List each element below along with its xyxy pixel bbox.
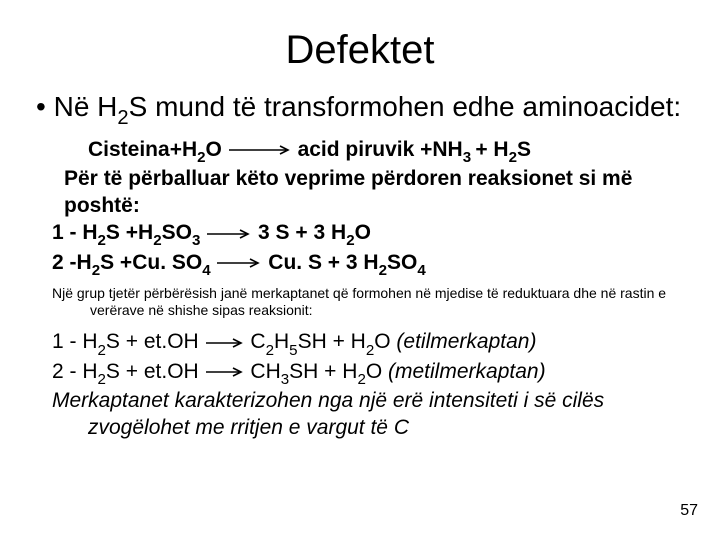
eq5-a2: S + et.OH <box>106 360 199 383</box>
page-number: 57 <box>680 502 698 520</box>
eq1-s1: 2 <box>197 149 205 166</box>
merk-text: Merkaptanet karakterizohen nga një erë i… <box>52 389 604 439</box>
eq3: 2 -H2S +Cu. SO4 Cu. S + 3 H2SO4 <box>52 250 692 280</box>
eq4-s2: 2 <box>266 342 274 359</box>
arrow-icon <box>205 367 245 377</box>
eq3-s2: 4 <box>202 262 210 279</box>
eq1-s2: 3 <box>463 149 476 166</box>
eq3-s4: 4 <box>417 262 425 279</box>
eq4-a2: S + et.OH <box>106 330 199 353</box>
eq3-b2: SO <box>387 251 417 274</box>
eq5-s2: 3 <box>281 371 289 388</box>
eq2-b2: O <box>355 221 371 244</box>
eq2-s1: 2 <box>98 232 106 249</box>
arrow-icon <box>205 338 245 348</box>
eq1-b2: + H <box>475 138 508 161</box>
small-paragraph: Një grup tjetër përbërësish janë merkapt… <box>52 285 692 319</box>
eq4-note: (etilmerkaptan) <box>396 330 536 353</box>
eq1-s3: 2 <box>509 149 517 166</box>
eq4-b1: C <box>250 330 265 353</box>
eq1-a1: Cisteina+H <box>88 138 197 161</box>
eq4-b3: SH + H <box>298 330 366 353</box>
eq1: Cisteina+H2O acid piruvik +NH3 + H2S <box>52 137 692 167</box>
eq3-s1: 2 <box>92 262 100 279</box>
eq5-note: (metilmerkaptan) <box>388 360 546 383</box>
eq3-a2: S +Cu. SO <box>100 251 202 274</box>
perte-line: Për të përballuar këto veprime përdoren … <box>52 166 692 220</box>
eq4-s1: 2 <box>98 342 106 359</box>
arrow-icon <box>228 145 292 155</box>
arrow-icon <box>216 258 262 268</box>
bullet-s1: 2 <box>117 107 128 129</box>
reaction-block-1: Cisteina+H2O acid piruvik +NH3 + H2S Për… <box>52 137 692 279</box>
eq1-a2: O <box>206 138 222 161</box>
eq4-b2: H <box>274 330 289 353</box>
arrow-icon <box>206 229 252 239</box>
eq3-s3: 2 <box>379 262 387 279</box>
eq2-a1: 1 - H <box>52 221 98 244</box>
eq4-s4: 2 <box>366 342 374 359</box>
bullet-t2: S mund të transformohen edhe aminoacidet… <box>129 91 682 122</box>
eq4: 1 - H2S + et.OH C2H5SH + H2O (etilmerkap… <box>52 329 692 359</box>
eq2-b1: 3 S + 3 H <box>258 221 346 244</box>
bullet-dot: • <box>36 91 54 122</box>
eq2-s4: 2 <box>346 232 354 249</box>
eq5-s3: 2 <box>357 371 365 388</box>
eq3-a1: 2 -H <box>52 251 92 274</box>
eq5-s1: 2 <box>98 371 106 388</box>
eq2-s2: 2 <box>153 232 161 249</box>
eq5-b1: CH <box>250 360 280 383</box>
eq4-a1: 1 - H <box>52 330 98 353</box>
merkaptanet-line: Merkaptanet karakterizohen nga një erë i… <box>52 388 692 442</box>
eq5-a1: 2 - H <box>52 360 98 383</box>
eq5-b2: SH + H <box>289 360 357 383</box>
reaction-block-2: 1 - H2S + et.OH C2H5SH + H2O (etilmerkap… <box>52 329 692 442</box>
eq3-b1: Cu. S + 3 H <box>268 251 378 274</box>
eq1-b1: acid piruvik +NH <box>298 138 463 161</box>
page-title: Defektet <box>28 28 692 73</box>
eq2-s3: 3 <box>192 232 200 249</box>
eq5-b3: O <box>366 360 388 383</box>
eq2-a3: SO <box>162 221 192 244</box>
eq5: 2 - H2S + et.OH CH3SH + H2O (metilmerkap… <box>52 359 692 389</box>
eq4-s3: 5 <box>289 342 297 359</box>
bullet-t1: Në H <box>54 91 118 122</box>
eq4-b4: O <box>374 330 396 353</box>
eq2: 1 - H2S +H2SO3 3 S + 3 H2O <box>52 220 692 250</box>
eq1-b3: S <box>517 138 531 161</box>
bullet-line: • Në H2S mund të transformohen edhe amin… <box>28 91 692 129</box>
eq2-a2: S +H <box>106 221 153 244</box>
